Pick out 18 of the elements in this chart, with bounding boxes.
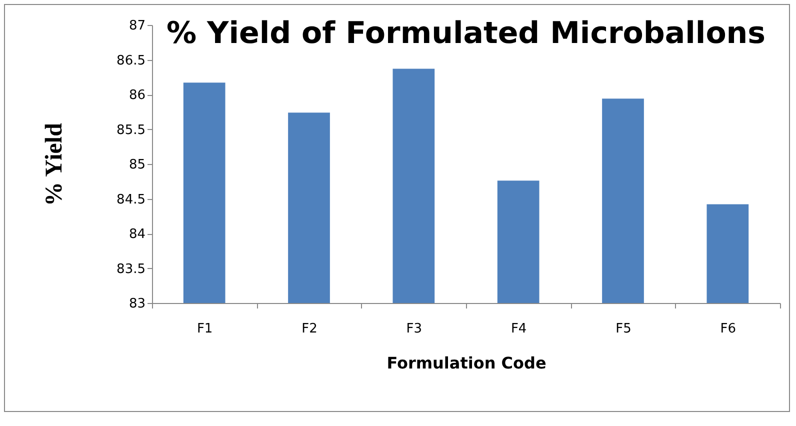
y-tick-label: 86	[128, 88, 146, 103]
x-tick-label: F5	[616, 322, 632, 336]
y-tick-label: 86.5	[116, 53, 146, 68]
x-axis-title: Formulation Code	[386, 354, 546, 372]
y-tick-label: 83.5	[116, 262, 146, 277]
y-axis-title: % Yield	[42, 122, 68, 206]
y-tick-label: 84.5	[116, 192, 146, 208]
y-tick-label: 84	[128, 227, 146, 242]
x-tick-label: F6	[720, 322, 736, 336]
x-tick-label: F2	[302, 322, 318, 336]
y-tick-label: 85.5	[116, 122, 146, 138]
y-tick-label: 83	[128, 296, 146, 312]
x-tick-label: F4	[510, 322, 527, 336]
x-tick-label: F3	[406, 322, 422, 336]
chart-title: % Yield of Formulated Microballons	[166, 16, 766, 51]
y-tick-label: 87	[128, 18, 146, 34]
x-tick-label: F1	[196, 322, 213, 336]
y-tick-label: 85	[128, 158, 146, 172]
